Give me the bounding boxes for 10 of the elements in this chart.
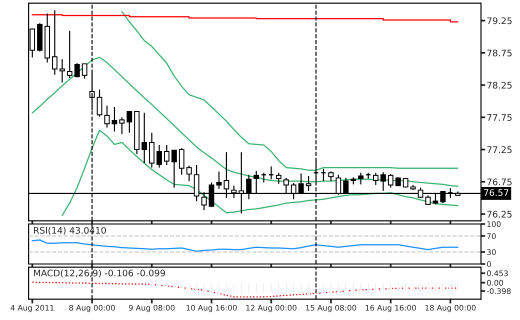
y-tick-label: 77.75 [487,114,512,121]
y-tick-label: 78.25 [487,82,512,89]
chart-title: RSI(14) 43.0410 [34,226,106,235]
ref-line-label: 76.57 [484,189,508,196]
chart-title: MACD(12,26,9) -0.106 -0.099 [34,269,165,278]
y-tick-label: 76.75 [487,178,512,186]
y-tick-label: 76.25 [487,210,512,218]
y-tick-label: 77.25 [487,146,512,154]
y-tick-label: 79.25 [487,17,512,24]
y-tick-label: 78.75 [487,50,512,56]
